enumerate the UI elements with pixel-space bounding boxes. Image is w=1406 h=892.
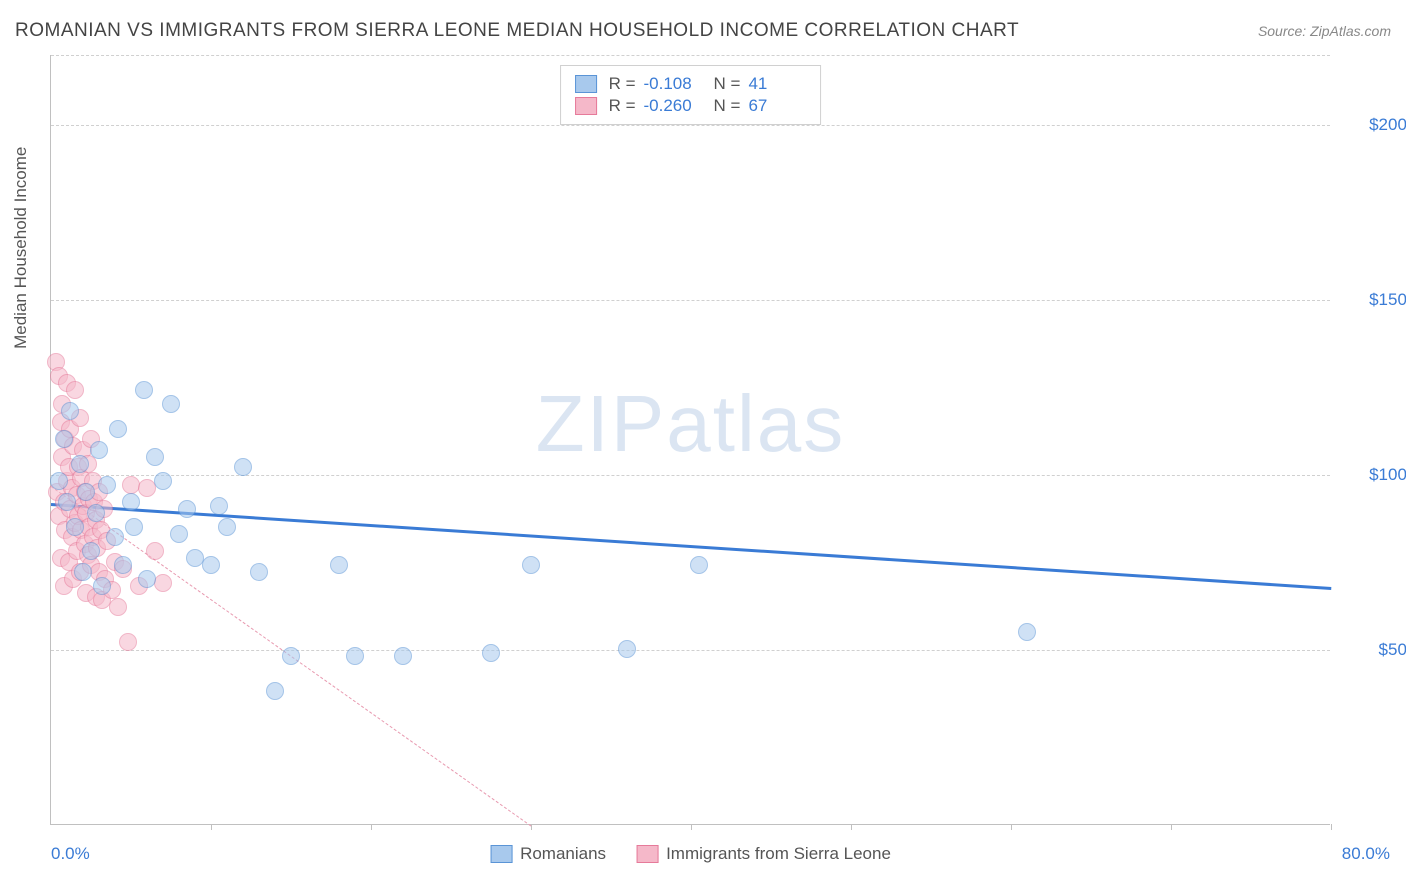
x-tick bbox=[211, 824, 212, 830]
data-point-romanians bbox=[125, 518, 143, 536]
data-point-romanians bbox=[250, 563, 268, 581]
chart-title: ROMANIAN VS IMMIGRANTS FROM SIERRA LEONE… bbox=[15, 20, 1019, 42]
data-point-romanians bbox=[109, 420, 127, 438]
data-point-romanians bbox=[330, 556, 348, 574]
data-point-romanians bbox=[482, 644, 500, 662]
r-value-sierra-leone: -0.260 bbox=[644, 96, 702, 116]
legend-item-romanians: Romanians bbox=[490, 844, 606, 864]
data-point-sierra_leone bbox=[109, 598, 127, 616]
data-point-romanians bbox=[1018, 623, 1036, 641]
data-point-sierra_leone bbox=[122, 476, 140, 494]
scatter-plot-area: Median Household Income 0.0% 80.0% ZIPat… bbox=[50, 55, 1330, 825]
data-point-romanians bbox=[135, 381, 153, 399]
data-point-romanians bbox=[114, 556, 132, 574]
swatch-romanians-bottom bbox=[490, 845, 512, 863]
data-point-romanians bbox=[210, 497, 228, 515]
data-point-romanians bbox=[98, 476, 116, 494]
legend-label-romanians: Romanians bbox=[520, 844, 606, 864]
correlation-legend: R = -0.108 N = 41 R = -0.260 N = 67 bbox=[560, 65, 822, 125]
data-point-romanians bbox=[346, 647, 364, 665]
data-point-sierra_leone bbox=[154, 574, 172, 592]
x-tick bbox=[851, 824, 852, 830]
r-value-romanians: -0.108 bbox=[644, 74, 702, 94]
data-point-sierra_leone bbox=[146, 542, 164, 560]
swatch-sierra-leone bbox=[575, 97, 597, 115]
y-axis-title: Median Household Income bbox=[11, 146, 31, 348]
data-point-romanians bbox=[522, 556, 540, 574]
data-point-romanians bbox=[74, 563, 92, 581]
y-tick-label: $100,000 bbox=[1340, 465, 1406, 485]
data-point-romanians bbox=[106, 528, 124, 546]
data-point-romanians bbox=[162, 395, 180, 413]
data-point-romanians bbox=[146, 448, 164, 466]
watermark: ZIPatlas bbox=[536, 378, 845, 470]
data-point-romanians bbox=[90, 441, 108, 459]
data-point-romanians bbox=[266, 682, 284, 700]
data-point-romanians bbox=[55, 430, 73, 448]
chart-source: Source: ZipAtlas.com bbox=[1258, 23, 1391, 39]
data-point-romanians bbox=[82, 542, 100, 560]
legend-item-sierra-leone: Immigrants from Sierra Leone bbox=[636, 844, 891, 864]
swatch-sierra-leone-bottom bbox=[636, 845, 658, 863]
x-tick bbox=[691, 824, 692, 830]
n-value-sierra-leone: 67 bbox=[748, 96, 806, 116]
gridline-h bbox=[51, 125, 1330, 126]
data-point-sierra_leone bbox=[66, 381, 84, 399]
n-value-romanians: 41 bbox=[748, 74, 806, 94]
data-point-romanians bbox=[93, 577, 111, 595]
swatch-romanians bbox=[575, 75, 597, 93]
x-tick bbox=[1011, 824, 1012, 830]
legend-label-sierra-leone: Immigrants from Sierra Leone bbox=[666, 844, 891, 864]
x-axis-max-label: 80.0% bbox=[1342, 844, 1390, 864]
chart-header: ROMANIAN VS IMMIGRANTS FROM SIERRA LEONE… bbox=[15, 20, 1391, 42]
series-legend: Romanians Immigrants from Sierra Leone bbox=[490, 844, 891, 864]
x-tick bbox=[1331, 824, 1332, 830]
y-tick-label: $50,000 bbox=[1340, 640, 1406, 660]
x-tick bbox=[371, 824, 372, 830]
data-point-romanians bbox=[71, 455, 89, 473]
data-point-romanians bbox=[61, 402, 79, 420]
data-point-romanians bbox=[122, 493, 140, 511]
legend-row-romanians: R = -0.108 N = 41 bbox=[575, 74, 807, 94]
data-point-romanians bbox=[690, 556, 708, 574]
data-point-romanians bbox=[218, 518, 236, 536]
x-tick bbox=[1171, 824, 1172, 830]
data-point-romanians bbox=[618, 640, 636, 658]
gridline-h bbox=[51, 650, 1330, 651]
gridline-h bbox=[51, 55, 1330, 56]
data-point-romanians bbox=[50, 472, 68, 490]
data-point-romanians bbox=[58, 493, 76, 511]
data-point-romanians bbox=[170, 525, 188, 543]
data-point-romanians bbox=[154, 472, 172, 490]
data-point-romanians bbox=[282, 647, 300, 665]
y-tick-label: $150,000 bbox=[1340, 290, 1406, 310]
data-point-romanians bbox=[234, 458, 252, 476]
data-point-romanians bbox=[394, 647, 412, 665]
data-point-romanians bbox=[77, 483, 95, 501]
trend-line-romanians bbox=[51, 503, 1331, 590]
y-tick-label: $200,000 bbox=[1340, 115, 1406, 135]
data-point-sierra_leone bbox=[119, 633, 137, 651]
legend-row-sierra-leone: R = -0.260 N = 67 bbox=[575, 96, 807, 116]
data-point-romanians bbox=[138, 570, 156, 588]
data-point-romanians bbox=[178, 500, 196, 518]
x-axis-min-label: 0.0% bbox=[51, 844, 90, 864]
data-point-romanians bbox=[66, 518, 84, 536]
data-point-romanians bbox=[202, 556, 220, 574]
gridline-h bbox=[51, 300, 1330, 301]
data-point-romanians bbox=[87, 504, 105, 522]
